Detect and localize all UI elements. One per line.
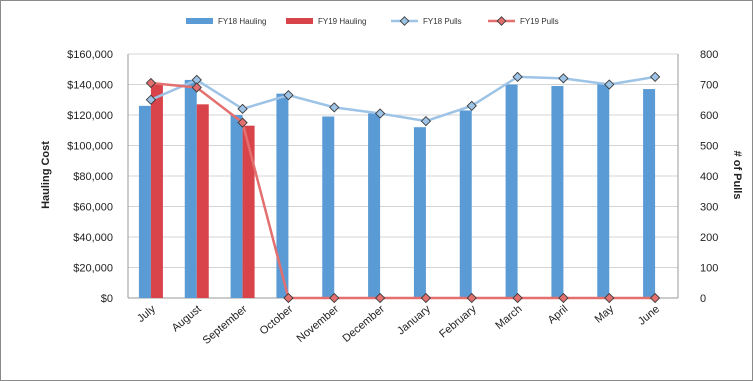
legend-marker xyxy=(399,16,410,26)
x-tick-label: May xyxy=(593,303,617,326)
bar xyxy=(276,93,289,299)
line-marker xyxy=(374,108,386,119)
bar xyxy=(230,115,243,298)
y2-tick-label: 700 xyxy=(700,80,718,92)
line-marker xyxy=(191,74,202,86)
line-marker xyxy=(604,79,615,90)
line-marker xyxy=(420,115,432,127)
line-marker xyxy=(329,102,340,113)
bar xyxy=(413,127,426,298)
y-axis-left-title: Hauling Cost xyxy=(40,141,52,209)
bar xyxy=(242,125,255,298)
series-line xyxy=(150,81,656,300)
line-marker xyxy=(649,292,661,304)
y2-tick-label: 200 xyxy=(700,232,718,244)
y-tick-label: $160,000 xyxy=(67,49,113,61)
bar xyxy=(368,113,381,298)
bar xyxy=(643,89,656,298)
x-tick-label: June xyxy=(636,303,662,328)
y-tick-label: $120,000 xyxy=(67,110,113,122)
x-tick-label: April xyxy=(546,303,571,326)
y2-tick-label: 0 xyxy=(700,293,706,305)
legend-label: FY19 Pulls xyxy=(520,17,559,26)
line-marker xyxy=(329,292,340,304)
x-tick-label: September xyxy=(201,303,250,347)
bar xyxy=(551,86,564,299)
x-tick-label: July xyxy=(135,303,158,325)
y2-tick-label: 300 xyxy=(700,202,718,214)
line-marker xyxy=(237,103,248,115)
x-tick-label: December xyxy=(340,303,387,345)
y2-tick-label: 500 xyxy=(700,141,718,153)
bar xyxy=(597,82,610,298)
line-marker xyxy=(558,292,569,304)
legend-swatch xyxy=(286,18,313,24)
line-marker xyxy=(604,292,615,304)
x-tick-label: March xyxy=(493,303,524,332)
y-axis-left-ticks: $0 $20,000 $40,000 $60,000 $80,000 $100,000 $1… xyxy=(67,49,113,305)
legend-marker xyxy=(496,16,507,26)
line-marker xyxy=(237,117,248,128)
line-marker xyxy=(283,292,294,304)
y-tick-label: $100,000 xyxy=(67,141,113,153)
line-marker xyxy=(649,71,661,83)
line-marker xyxy=(145,94,157,105)
x-tick-label: August xyxy=(170,303,204,334)
y-axis-right-title: # of Pulls xyxy=(731,151,743,200)
line-marker xyxy=(374,292,386,304)
lines xyxy=(145,71,661,304)
legend-label: FY18 Pulls xyxy=(423,17,462,26)
bar xyxy=(505,84,518,298)
y-tick-label: $0 xyxy=(101,293,113,305)
legend-label: FY18 Hauling xyxy=(218,17,266,26)
line-marker xyxy=(145,77,157,89)
x-tick-label: November xyxy=(295,303,342,345)
y2-tick-label: 400 xyxy=(700,171,718,183)
x-tick-label: February xyxy=(437,303,479,341)
y-tick-label: $140,000 xyxy=(67,80,113,92)
line-marker xyxy=(466,292,477,304)
bar xyxy=(184,79,197,298)
y2-tick-label: 800 xyxy=(700,49,718,61)
y-axis-right-ticks: 0 100 200 300 400 500 600 700 800 xyxy=(700,49,718,305)
line-marker xyxy=(466,100,477,112)
line-marker xyxy=(191,82,202,93)
legend-swatch xyxy=(186,18,213,24)
legend: FY18 Hauling FY19 Hauling FY18 Pulls FY19 P… xyxy=(186,16,559,26)
series-line xyxy=(150,75,656,123)
bar xyxy=(322,116,335,299)
line-marker xyxy=(512,71,523,83)
x-tick-label: January xyxy=(395,303,433,338)
y-tick-label: $80,000 xyxy=(73,171,113,183)
legend-label: FY19 Hauling xyxy=(318,17,366,26)
gridlines xyxy=(127,53,679,299)
x-tick-label: October xyxy=(258,303,296,338)
y-tick-label: $60,000 xyxy=(73,202,113,214)
y2-tick-label: 600 xyxy=(700,110,718,122)
y-tick-label: $20,000 xyxy=(73,263,113,275)
y2-tick-label: 100 xyxy=(700,263,718,275)
bar xyxy=(138,105,151,298)
line-marker xyxy=(558,73,569,84)
bar xyxy=(196,104,209,298)
bar xyxy=(150,84,163,298)
line-marker xyxy=(283,90,294,101)
line-marker xyxy=(420,292,432,304)
bar xyxy=(459,110,472,298)
y-tick-label: $40,000 xyxy=(73,232,113,244)
bars xyxy=(138,79,656,299)
line-marker xyxy=(512,292,523,304)
